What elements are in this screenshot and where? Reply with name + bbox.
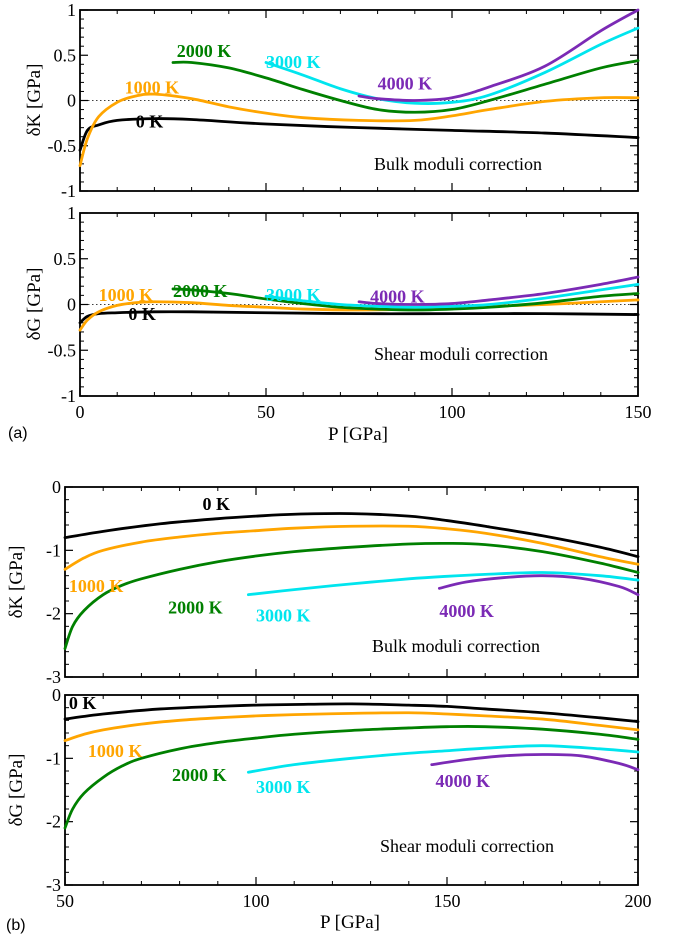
panel-label-a: (a) xyxy=(8,425,28,442)
series-label-3000k: 3000 K xyxy=(266,52,321,72)
series-labels: 0 K 1000 K 2000 K 3000 K 4000 K xyxy=(69,494,494,625)
x-tick-label: 100 xyxy=(243,891,270,911)
y-tick-label: -1 xyxy=(46,748,61,768)
y-axis-title: δG [GPa] xyxy=(6,754,27,827)
series-line-4000k xyxy=(437,574,640,597)
y-tick-label: -1 xyxy=(61,181,76,201)
series-label-2000k: 2000 K xyxy=(172,765,227,785)
series-label-4000k: 4000 K xyxy=(370,287,425,307)
series-label-1000k: 1000 K xyxy=(99,285,154,305)
series-line-2000k xyxy=(63,725,640,830)
series-label-0k: 0 K xyxy=(136,112,164,132)
series-line-0k xyxy=(63,512,640,559)
x-tick-label: 100 xyxy=(439,402,466,422)
series-label-4000k: 4000 K xyxy=(378,74,433,94)
x-tick-label: 150 xyxy=(434,891,461,911)
series-label-2000k: 2000 K xyxy=(168,598,223,618)
panel-label-b: (b) xyxy=(6,917,26,934)
series-line-3000k xyxy=(264,282,640,309)
panel-annotation: Shear moduli correction xyxy=(374,344,548,364)
y-tick-label: 1 xyxy=(67,203,76,223)
series-lines xyxy=(78,275,640,332)
x-tick-label: 50 xyxy=(257,402,275,422)
y-tick-label: 0 xyxy=(52,477,61,497)
series-line-3000k xyxy=(246,571,640,597)
series-line-2000k xyxy=(171,59,640,114)
series-line-1000k xyxy=(63,711,640,742)
series-lines xyxy=(78,8,640,168)
series-line-1000k xyxy=(63,524,640,571)
y-tick-label: -0.5 xyxy=(48,136,77,156)
y-tick-label: 0 xyxy=(67,91,76,111)
plot-frame xyxy=(64,486,639,678)
x-tick-label: 200 xyxy=(625,891,652,911)
y-tick-label: 0 xyxy=(52,685,61,705)
series-line-0k xyxy=(63,702,640,723)
series-line-2000k xyxy=(171,287,640,312)
panel-annotation: Shear moduli correction xyxy=(380,836,554,856)
y-tick-label: 1 xyxy=(67,0,76,20)
series-label-1000k: 1000 K xyxy=(69,576,124,596)
series-label-0k: 0 K xyxy=(203,494,231,514)
plot-frame xyxy=(64,694,639,886)
series-line-0k xyxy=(78,310,640,325)
axis-ticks: -3 -2 -1 0 50 100 150 200 xyxy=(46,685,652,911)
series-line-0k xyxy=(78,117,640,152)
y-tick-label: -1 xyxy=(61,386,76,406)
series-label-3000k: 3000 K xyxy=(256,605,311,625)
series-labels: 0 K 1000 K 2000 K 3000 K 4000 K xyxy=(69,693,490,797)
series-line-2000k xyxy=(63,541,640,650)
series-line-3000k xyxy=(246,744,640,774)
series-label-3000k: 3000 K xyxy=(266,285,321,305)
y-tick-label: -3 xyxy=(46,875,61,895)
y-axis-title: δK [GPa] xyxy=(24,64,45,137)
y-tick-label: 0.5 xyxy=(54,249,77,269)
series-label-4000k: 4000 K xyxy=(436,771,491,791)
x-axis-title: P [GPa] xyxy=(320,912,380,933)
panel-b-bottom: -3 -2 -1 0 50 100 150 200 0 K 1000 K 2000 K 3000 K… xyxy=(6,685,652,934)
series-lines xyxy=(63,512,640,650)
y-tick-label: -2 xyxy=(46,604,61,624)
series-label-0k: 0 K xyxy=(128,304,156,324)
series-line-4000k xyxy=(430,753,640,772)
series-line-3000k xyxy=(264,26,640,105)
series-line-4000k xyxy=(357,275,640,306)
panel-b-top: -3 -2 -1 0 0 K 1000 K 2000 K 3000 K 4000 K Bulk… xyxy=(6,477,640,687)
panel-annotation: Bulk moduli correction xyxy=(374,154,542,174)
x-tick-label: 50 xyxy=(56,891,74,911)
series-label-2000k: 2000 K xyxy=(173,281,228,301)
x-axis-title: P [GPa] xyxy=(328,424,388,445)
y-tick-label: -3 xyxy=(46,667,61,687)
y-tick-label: -2 xyxy=(46,812,61,832)
series-label-2000k: 2000 K xyxy=(177,41,232,61)
series-label-1000k: 1000 K xyxy=(125,77,180,97)
series-labels: 0 K 1000 K 2000 K 3000 K 4000 K xyxy=(125,41,432,132)
series-label-4000k: 4000 K xyxy=(439,601,494,621)
y-tick-label: 0.5 xyxy=(54,45,77,65)
x-tick-label: 150 xyxy=(625,402,652,422)
axis-ticks: -3 -2 -1 0 xyxy=(46,477,639,687)
x-tick-label: 0 xyxy=(76,402,85,422)
y-tick-label: -1 xyxy=(46,540,61,560)
axis-ticks: -1 -0.5 0 0.5 1 0 50 100 150 xyxy=(48,203,652,422)
y-axis-title: δG [GPa] xyxy=(24,268,45,341)
series-label-1000k: 1000 K xyxy=(88,741,143,761)
series-label-0k: 0 K xyxy=(69,693,97,713)
y-axis-title: δK [GPa] xyxy=(6,546,27,619)
series-lines xyxy=(63,702,640,830)
y-tick-label: 0 xyxy=(67,295,76,315)
series-line-4000k xyxy=(357,8,640,102)
panel-annotation: Bulk moduli correction xyxy=(372,636,540,656)
y-tick-label: -0.5 xyxy=(48,340,77,360)
series-label-3000k: 3000 K xyxy=(256,777,311,797)
series-line-1000k xyxy=(78,92,640,168)
